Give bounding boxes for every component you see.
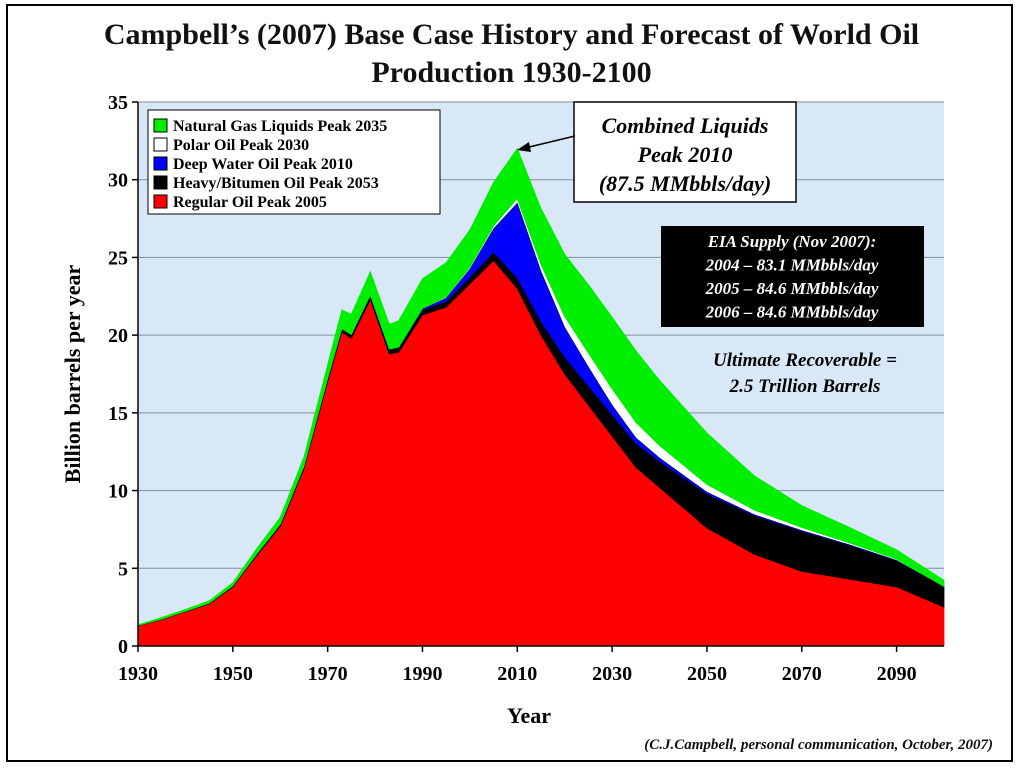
x-tick-label-2050: 2050 [687,663,727,685]
y-tick-label-30: 30 [108,170,128,192]
peak-callout-arrowhead [517,142,531,152]
peak-callout-arrow-line [524,135,576,149]
eia-supply-background [661,226,924,327]
x-axis-title: Year [507,703,551,728]
legend-label: Natural Gas Liquids Peak 2035 [173,118,387,135]
x-tick-label-1930: 1930 [118,663,158,685]
x-tick-label-1950: 1950 [213,663,253,685]
eia-supply-line: 2005 – 84.6 MMbbls/day [705,279,879,298]
y-tick-label-20: 20 [108,325,128,347]
y-tick-label-15: 15 [108,403,128,425]
peak-callout-box [573,101,797,203]
y-tick-label-5: 5 [118,558,128,580]
eia-supply-line: EIA Supply (Nov 2007): [707,232,877,251]
eia-supply-line: 2004 – 83.1 MMbbls/day [705,256,879,275]
chart-title-line1: Campbell’s (2007) Base Case History and … [103,18,920,51]
x-tick-label-2010: 2010 [497,663,537,685]
y-tick-label-25: 25 [108,247,128,269]
x-tick-label-1990: 1990 [402,663,442,685]
legend-label: Polar Oil Peak 2030 [173,137,309,154]
ultimate-recoverable-line: Ultimate Recoverable = [713,350,897,371]
eia-supply-box: EIA Supply (Nov 2007): 2004 – 83.1 MMbbls… [661,226,924,327]
legend: Natural Gas Liquids Peak 2035 Polar Oil P… [147,109,441,215]
x-tick-label-1970: 1970 [308,663,348,685]
legend-swatch [153,175,168,190]
legend-label: Deep Water Oil Peak 2010 [173,156,353,173]
x-tick-label-2090: 2090 [877,663,917,685]
legend-label: Regular Oil Peak 2005 [173,194,327,211]
peak-callout-line: Combined Liquids [602,113,769,138]
ultimate-recoverable-line: 2.5 Trillion Barrels [729,376,881,397]
peak-callout-line: (87.5 MMbbls/day) [599,171,771,196]
y-tick-label-10: 10 [108,481,128,503]
y-tick-label-0: 0 [118,636,128,658]
legend-swatch [153,156,168,171]
chart-title: Campbell’s (2007) Base Case History and … [8,16,1015,92]
peak-callout: Combined Liquids Peak 2010 (87.5 MMbbls/da… [517,101,797,203]
peak-callout-line: Peak 2010 [637,142,733,167]
area-series-5 [137,147,945,627]
chart-title-line2: Production 1930-2100 [371,56,652,89]
legend-box [147,109,441,215]
eia-supply-line: 2006 – 84.6 MMbbls/day [705,303,879,322]
y-tick-label-35: 35 [108,92,128,114]
y-axis-title: Billion barrels per year [60,264,85,483]
chart-credit: (C.J.Campbell, personal communication, O… [644,737,993,753]
legend-swatch [153,137,168,152]
legend-swatch [153,194,168,209]
legend-label: Heavy/Bitumen Oil Peak 2053 [173,175,379,192]
legend-swatch [153,118,168,133]
x-tick-label-2030: 2030 [592,663,632,685]
x-tick-label-2070: 2070 [782,663,822,685]
